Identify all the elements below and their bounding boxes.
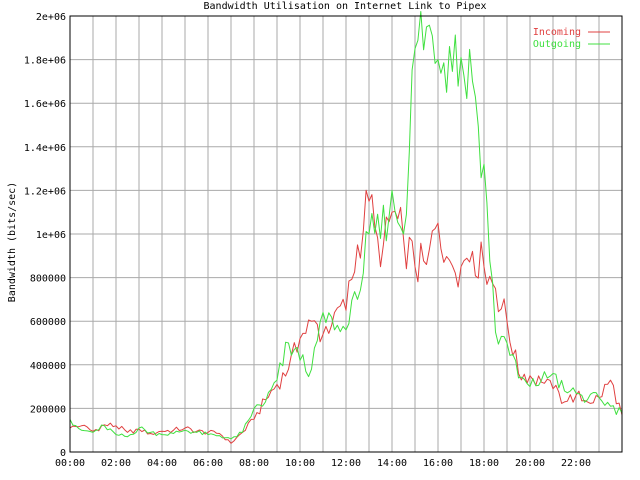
x-tick-label: 18:00 bbox=[469, 458, 499, 469]
series-line-incoming bbox=[69, 189, 623, 444]
y-tick-label: 0 bbox=[60, 448, 66, 459]
tick-labels: 00:00 02:00 04:00 06:00 08:00 10:00 12:00 14:00… bbox=[24, 12, 591, 469]
x-tick-label: 06:00 bbox=[193, 458, 223, 469]
y-tick-label: 600000 bbox=[30, 317, 66, 328]
y-tick-label: 2e+06 bbox=[36, 12, 66, 23]
series-lines bbox=[69, 11, 623, 444]
y-tick-label: 1.6e+06 bbox=[24, 99, 66, 110]
x-tick-label: 00:00 bbox=[55, 458, 85, 469]
x-tick-label: 04:00 bbox=[147, 458, 177, 469]
legend-label-incoming: Incoming bbox=[533, 27, 581, 38]
y-tick-label: 1.8e+06 bbox=[24, 56, 66, 67]
x-tick-label: 10:00 bbox=[285, 458, 315, 469]
y-axis-label: Bandwidth (bits/sec) bbox=[7, 182, 18, 302]
x-tick-label: 08:00 bbox=[239, 458, 269, 469]
y-tick-label: 800000 bbox=[30, 274, 66, 285]
x-tick-label: 20:00 bbox=[515, 458, 545, 469]
x-tick-label: 14:00 bbox=[377, 458, 407, 469]
y-tick-label: 1e+06 bbox=[36, 230, 66, 241]
plot-frame bbox=[69, 15, 623, 453]
x-tick-label: 22:00 bbox=[561, 458, 591, 469]
x-tick-label: 16:00 bbox=[423, 458, 453, 469]
y-tick-label: 1.2e+06 bbox=[24, 186, 66, 197]
y-tick-label: 1.4e+06 bbox=[24, 143, 66, 154]
y-tick-label: 400000 bbox=[30, 361, 66, 372]
x-tick-label: 02:00 bbox=[101, 458, 131, 469]
series-line-outgoing bbox=[69, 11, 623, 440]
x-tick-label: 12:00 bbox=[331, 458, 361, 469]
chart-title: Bandwidth Utilisation on Internet Link t… bbox=[204, 1, 487, 12]
legend-label-outgoing: Outgoing bbox=[533, 39, 581, 50]
y-tick-label: 200000 bbox=[30, 404, 66, 415]
